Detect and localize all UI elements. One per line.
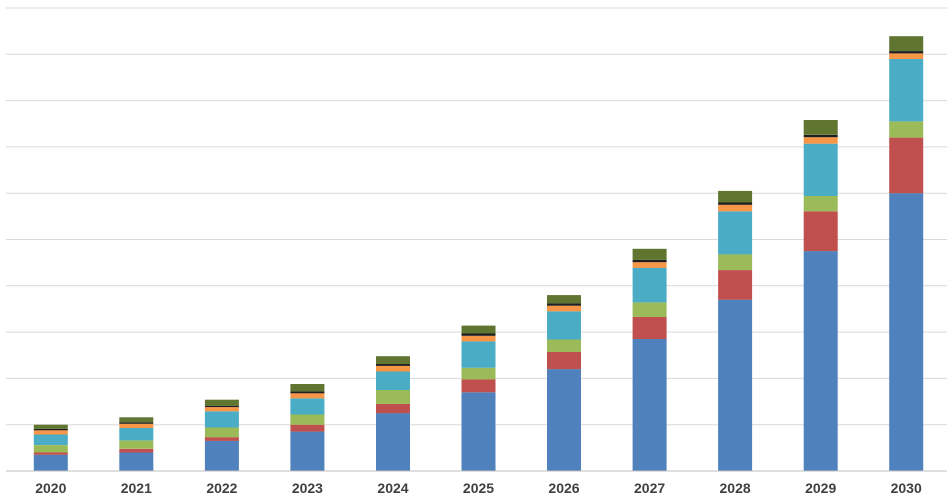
bar-segment-2025-series-1 xyxy=(461,392,496,471)
x-tick-label: 2023 xyxy=(292,480,323,496)
bar-segment-2021-series-1 xyxy=(119,452,154,471)
bar-segment-2022-series-4 xyxy=(204,411,239,428)
bar-segment-2027-series-5 xyxy=(632,262,667,268)
bar-segment-2026-series-1 xyxy=(547,369,581,471)
bar-segment-2028-series-7 xyxy=(718,190,753,203)
bar-segment-2020-series-2 xyxy=(33,452,68,455)
bar-segment-2022-series-6 xyxy=(204,405,239,408)
bar-segment-2024-series-4 xyxy=(376,371,410,390)
bar-segment-2028-series-3 xyxy=(718,254,753,270)
bar-segment-2027-series-6 xyxy=(632,259,667,263)
bar-segment-2021-series-6 xyxy=(119,422,154,424)
bar-segment-2029-series-6 xyxy=(803,134,838,138)
bar-segment-2028-series-5 xyxy=(718,204,753,212)
bar-segment-2029-series-5 xyxy=(803,137,838,144)
bar-segment-2021-series-5 xyxy=(119,423,154,428)
x-tick-label: 2026 xyxy=(548,480,579,496)
x-tick-label: 2024 xyxy=(377,480,408,496)
bar-segment-2026-series-7 xyxy=(547,295,581,304)
bar-segment-2021-series-7 xyxy=(119,417,154,423)
bar-segment-2022-series-3 xyxy=(204,427,239,438)
bar-segment-2030-series-6 xyxy=(889,51,924,54)
bar-segment-2026-series-2 xyxy=(547,352,581,370)
bar-segment-2027-series-1 xyxy=(632,339,667,471)
bar-segment-2023-series-3 xyxy=(290,414,325,425)
x-tick-label: 2030 xyxy=(891,480,922,496)
bar-segment-2020-series-3 xyxy=(33,445,68,453)
bar-segment-2025-series-2 xyxy=(461,379,496,393)
bar-segment-2030-series-4 xyxy=(889,58,924,122)
bar-segment-2026-series-5 xyxy=(547,305,581,312)
bar-segment-2023-series-5 xyxy=(290,393,325,399)
bar-segment-2028-series-2 xyxy=(718,270,753,300)
bar-segment-2024-series-1 xyxy=(376,413,410,471)
bar-segment-2020-series-1 xyxy=(33,454,68,471)
bar-segment-2021-series-4 xyxy=(119,427,154,441)
bar-segment-2023-series-4 xyxy=(290,398,325,415)
bar-segment-2021-series-2 xyxy=(119,448,154,453)
bar-segment-2024-series-7 xyxy=(376,356,410,365)
bar-segment-2030-series-3 xyxy=(889,121,924,138)
bar-segment-2024-series-5 xyxy=(376,365,410,372)
x-tick-label: 2027 xyxy=(634,480,665,496)
x-tick-label: 2021 xyxy=(121,480,152,496)
bar-segment-2028-series-1 xyxy=(718,299,753,471)
bar-segment-2025-series-4 xyxy=(461,341,496,368)
bar-segment-2020-series-7 xyxy=(33,424,68,429)
bar-segment-2024-series-2 xyxy=(376,403,410,414)
bar-segment-2026-series-4 xyxy=(547,311,581,340)
bar-segment-2029-series-3 xyxy=(803,196,838,212)
bar-segment-2023-series-6 xyxy=(290,391,325,394)
bar-segment-2020-series-4 xyxy=(33,434,68,445)
bar-segment-2025-series-7 xyxy=(461,325,496,334)
gridlines xyxy=(6,7,947,426)
bar-segment-2027-series-4 xyxy=(632,267,667,303)
bar-segment-2030-series-7 xyxy=(889,36,924,51)
bar-segment-2026-series-3 xyxy=(547,339,581,352)
bar-segment-2022-series-7 xyxy=(204,399,239,406)
x-tick-label: 2028 xyxy=(720,480,751,496)
bars xyxy=(33,36,924,471)
bar-segment-2030-series-2 xyxy=(889,137,924,194)
bar-segment-2024-series-3 xyxy=(376,390,410,404)
bar-segment-2022-series-5 xyxy=(204,407,239,412)
bar-segment-2030-series-1 xyxy=(889,193,924,471)
bar-segment-2021-series-3 xyxy=(119,440,154,449)
bar-segment-2022-series-2 xyxy=(204,437,239,441)
bar-segment-2028-series-6 xyxy=(718,202,753,205)
bar-segment-2020-series-6 xyxy=(33,428,68,431)
x-tick-label: 2022 xyxy=(206,480,237,496)
bar-segment-2025-series-3 xyxy=(461,367,496,380)
bar-segment-2023-series-7 xyxy=(290,384,325,392)
bar-segment-2025-series-6 xyxy=(461,333,496,336)
bar-segment-2029-series-1 xyxy=(803,251,838,471)
bar-segment-2027-series-2 xyxy=(632,316,667,339)
bar-segment-2020-series-5 xyxy=(33,430,68,435)
bar-segment-2028-series-4 xyxy=(718,211,753,255)
bar-segment-2027-series-3 xyxy=(632,302,667,317)
bar-segment-2029-series-2 xyxy=(803,211,838,252)
bar-segment-2024-series-6 xyxy=(376,364,410,366)
bar-segment-2025-series-5 xyxy=(461,335,496,342)
bar-segment-2030-series-5 xyxy=(889,53,924,59)
bar-segment-2023-series-2 xyxy=(290,424,325,432)
x-tick-label: 2025 xyxy=(463,480,494,496)
bar-segment-2023-series-1 xyxy=(290,431,325,471)
x-axis-tick-labels: 2020 2021 2022 2023 2024 2025 2026 2027 2028 2029… xyxy=(35,480,922,496)
bar-segment-2026-series-6 xyxy=(547,303,581,306)
bar-segment-2022-series-1 xyxy=(204,440,239,471)
bar-segment-2029-series-7 xyxy=(803,120,838,135)
bar-segment-2027-series-7 xyxy=(632,248,667,260)
bar-segment-2029-series-4 xyxy=(803,143,838,196)
x-tick-label: 2029 xyxy=(805,480,836,496)
x-tick-label: 2020 xyxy=(35,480,66,496)
